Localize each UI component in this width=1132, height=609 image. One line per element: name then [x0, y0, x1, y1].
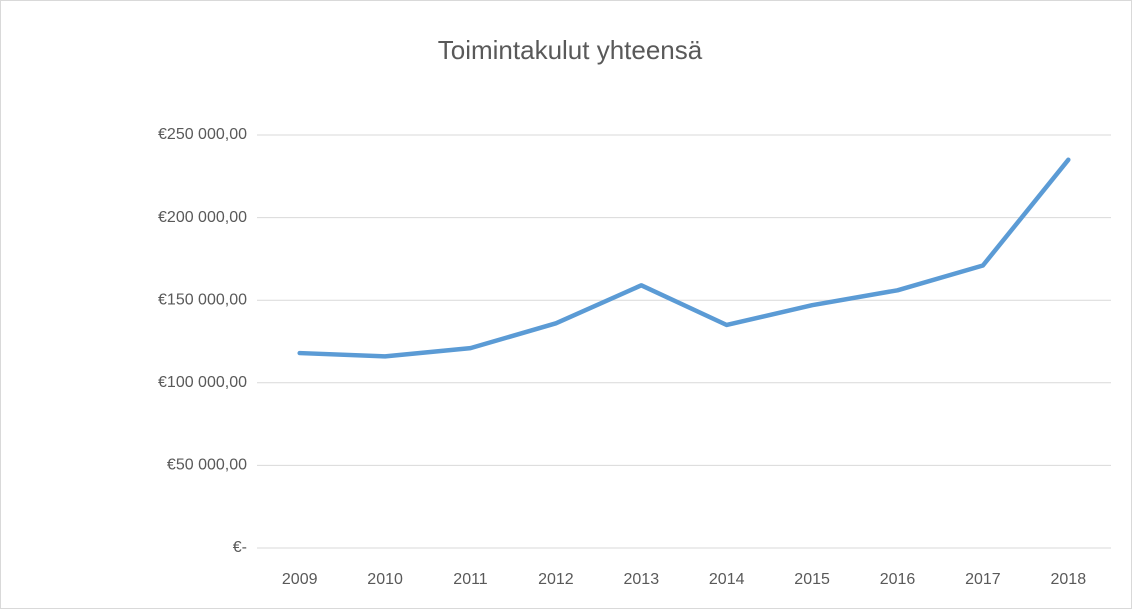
y-tick-label: €200 000,00 [158, 209, 247, 226]
y-tick-label: €50 000,00 [167, 457, 247, 474]
y-tick-label: €- [233, 539, 247, 556]
y-tick-label: €100 000,00 [158, 374, 247, 391]
y-tick-label: €250 000,00 [158, 126, 247, 143]
x-tick-label: 2011 [453, 571, 488, 588]
x-tick-label: 2016 [880, 571, 916, 588]
x-tick-label: 2012 [538, 571, 574, 588]
y-tick-label: €150 000,00 [158, 291, 247, 308]
chart-title: Toimintakulut yhteensä [438, 35, 703, 65]
x-tick-label: 2013 [624, 571, 660, 588]
x-tick-label: 2017 [965, 571, 1001, 588]
x-tick-label: 2015 [794, 571, 830, 588]
x-tick-label: 2010 [367, 571, 403, 588]
x-tick-label: 2014 [709, 571, 745, 588]
x-tick-label: 2018 [1051, 571, 1087, 588]
x-tick-label: 2009 [282, 571, 318, 588]
data-line [297, 157, 1071, 359]
